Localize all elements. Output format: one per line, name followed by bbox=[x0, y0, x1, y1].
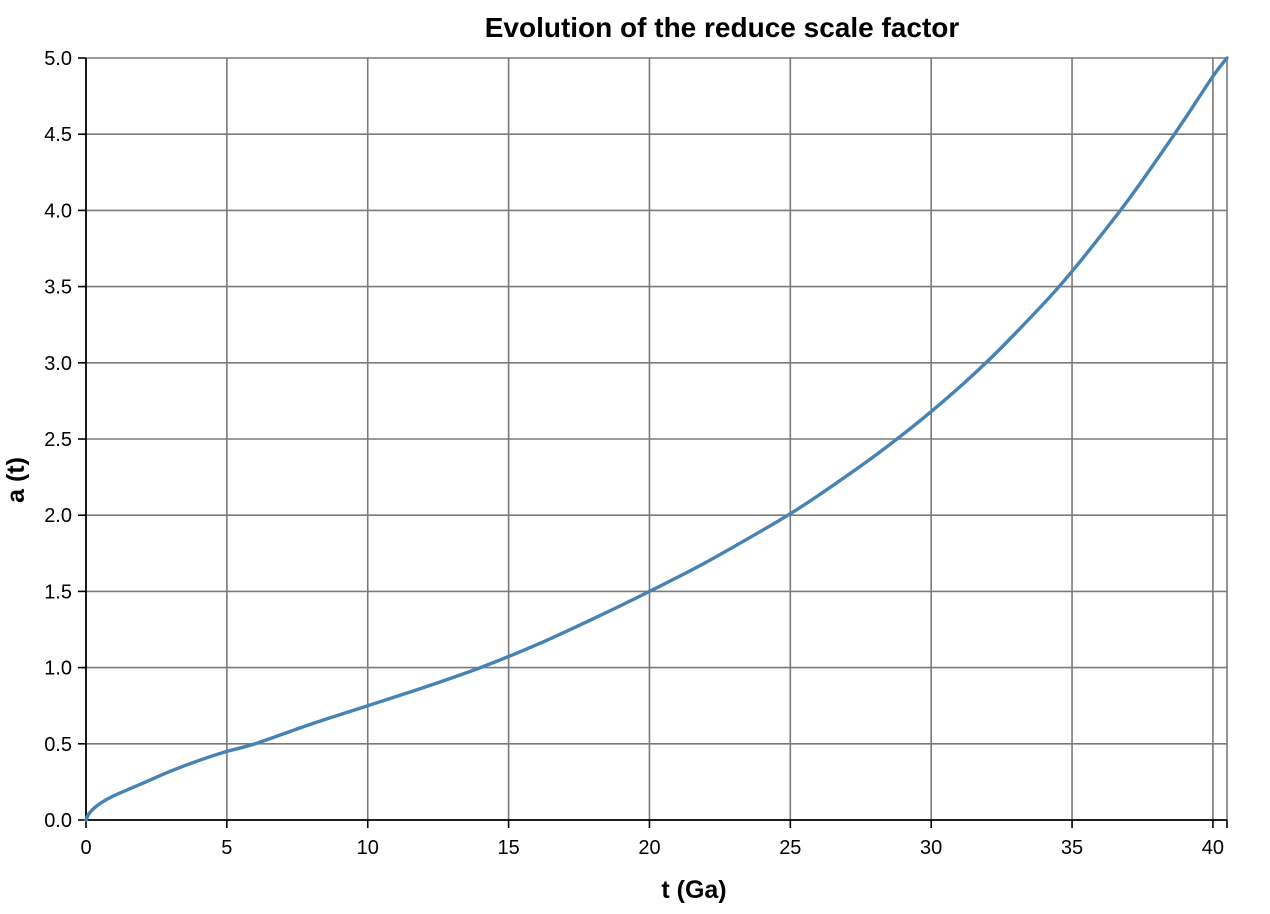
series-layer bbox=[84, 56, 1229, 822]
y-tick-label-9: 4.5 bbox=[44, 124, 72, 146]
x-tick-label-0: 0 bbox=[80, 837, 91, 859]
x-tick-label-7: 35 bbox=[1061, 837, 1083, 859]
y-tick-label-8: 4.0 bbox=[44, 200, 72, 222]
y-axis-ticks: 0.0 0.5 1.0 1.5 2.0 2.5 3.0 3.5 4.0 4.5 5.0 bbox=[44, 48, 86, 832]
x-tick-label-1: 5 bbox=[221, 837, 232, 859]
y-tick-label-7: 3.5 bbox=[44, 277, 72, 299]
y-tick-label-1: 0.5 bbox=[44, 734, 72, 756]
chart-title: Evolution of the reduce scale factor bbox=[485, 12, 960, 43]
y-tick-label-0: 0.0 bbox=[44, 810, 72, 832]
y-tick-label-2: 1.0 bbox=[44, 658, 72, 680]
series-line-0 bbox=[84, 56, 1229, 822]
x-tick-label-2: 10 bbox=[357, 837, 379, 859]
x-axis-ticks: 0 5 10 15 20 25 30 35 40 bbox=[80, 820, 1228, 859]
grid bbox=[86, 57, 1228, 820]
x-tick-label-8: 40 bbox=[1202, 837, 1224, 859]
x-tick-label-5: 25 bbox=[779, 837, 801, 859]
x-tick-label-4: 20 bbox=[638, 837, 660, 859]
y-axis-title: a (t) bbox=[2, 457, 30, 503]
x-tick-label-3: 15 bbox=[497, 837, 519, 859]
y-tick-label-3: 1.5 bbox=[44, 581, 72, 603]
x-axis-title: t (Ga) bbox=[661, 876, 726, 904]
y-tick-label-4: 2.0 bbox=[44, 505, 72, 527]
x-tick-label-6: 30 bbox=[920, 837, 942, 859]
y-tick-label-6: 3.0 bbox=[44, 353, 72, 375]
y-tick-label-10: 5.0 bbox=[44, 48, 72, 70]
y-tick-label-5: 2.5 bbox=[44, 429, 72, 451]
